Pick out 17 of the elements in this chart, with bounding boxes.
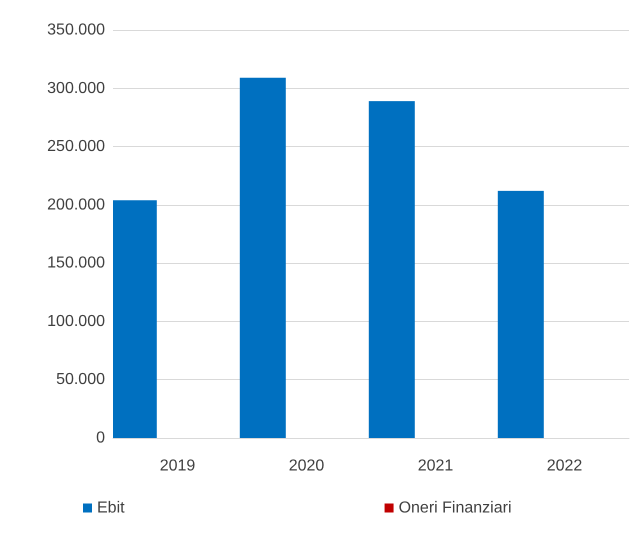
bar: [368, 101, 415, 438]
x-tick-label: 2020: [288, 458, 324, 474]
y-tick-label: 250.000: [47, 138, 106, 156]
bar: [498, 190, 544, 438]
legend-label: Oneri Finanziari: [398, 500, 512, 516]
y-tick-label: 0: [96, 430, 106, 446]
y-tick-label: 50.000: [56, 371, 106, 388]
x-tick-label: 2019: [160, 458, 196, 474]
y-tick-label: 150.000: [47, 254, 106, 272]
x-tick-label: 2021: [418, 458, 454, 474]
legend-label: Ebit: [97, 500, 126, 516]
y-tick-label: 100.000: [47, 312, 106, 330]
x-tick-label: 2022: [546, 458, 582, 474]
y-tick-label: 300.000: [47, 80, 106, 97]
y-tick-label: 350.000: [47, 22, 106, 38]
bar: [240, 78, 286, 438]
y-tick-label: 200.000: [47, 196, 106, 214]
